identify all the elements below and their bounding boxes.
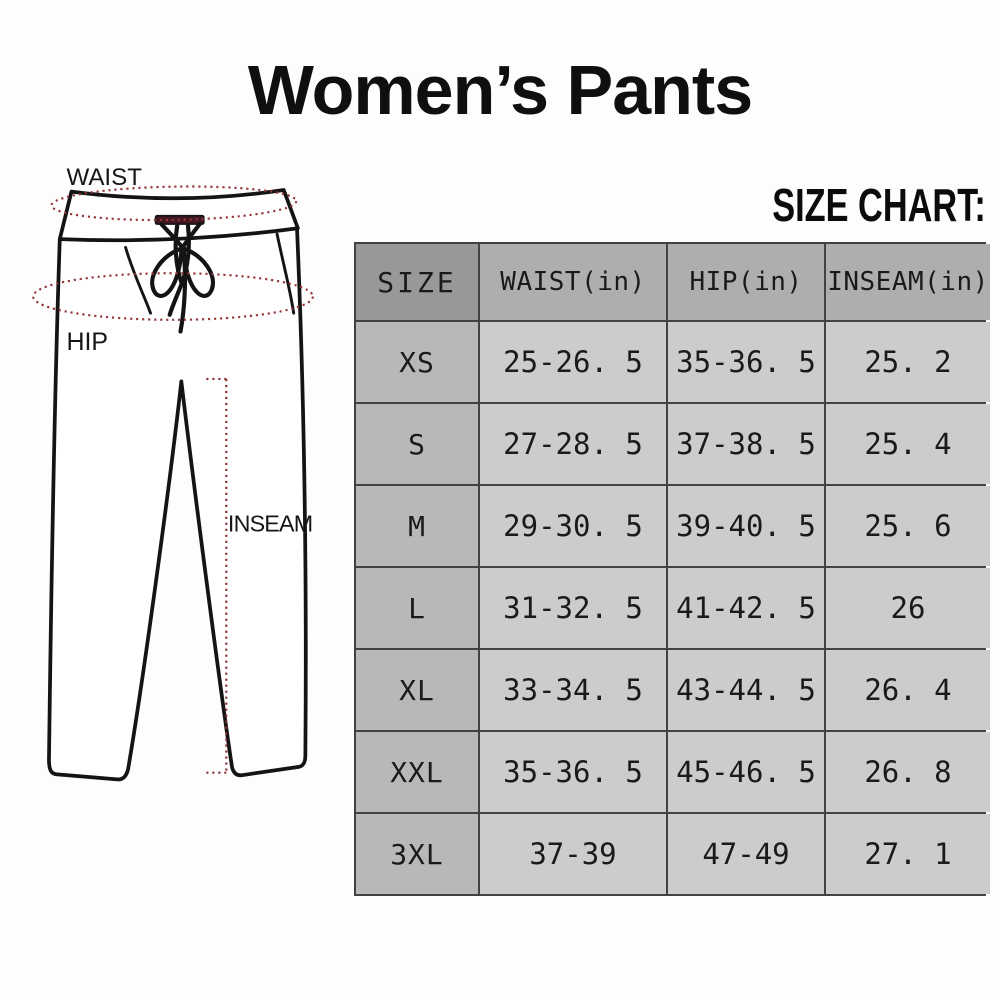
- size-cell: XL: [356, 650, 478, 730]
- value-cell: 31-32. 5: [480, 568, 666, 648]
- column-header-waist: WAIST(in): [480, 244, 666, 320]
- value-cell: 25-26. 5: [480, 322, 666, 402]
- size-cell: L: [356, 568, 478, 648]
- pants-diagram: WAIST HIP INSEAM: [32, 164, 314, 782]
- size-chart-heading: SIZE CHART:: [772, 179, 986, 232]
- value-cell: 43-44. 5: [668, 650, 824, 730]
- page-title: Women’s Pants: [247, 51, 753, 129]
- value-cell: 27. 1: [826, 814, 990, 894]
- waist-label: WAIST: [66, 164, 142, 191]
- value-cell: 35-36. 5: [480, 732, 666, 812]
- value-cell: 25. 4: [826, 404, 990, 484]
- value-cell: 45-46. 5: [668, 732, 824, 812]
- waist-measure-ellipse: [50, 185, 298, 222]
- inseam-label: INSEAM: [228, 510, 312, 536]
- size-cell: S: [356, 404, 478, 484]
- column-header-size: SIZE: [356, 244, 478, 320]
- value-cell: 25. 2: [826, 322, 990, 402]
- value-cell: 33-34. 5: [480, 650, 666, 730]
- column-header-inseam: INSEAM(in): [826, 244, 990, 320]
- value-cell: 26. 4: [826, 650, 990, 730]
- value-cell: 25. 6: [826, 486, 990, 566]
- hip-measure-ellipse: [32, 272, 314, 321]
- size-cell: M: [356, 486, 478, 566]
- size-cell: XS: [356, 322, 478, 402]
- value-cell: 37-38. 5: [668, 404, 824, 484]
- hip-label: HIP: [66, 328, 108, 356]
- pants-body-outline: [47, 227, 308, 782]
- size-chart-table: SIZE WAIST(in) HIP(in) INSEAM(in) XS 25-2…: [354, 242, 990, 896]
- value-cell: 27-28. 5: [480, 404, 666, 484]
- right-pocket-line: [275, 232, 296, 315]
- value-cell: 47-49: [668, 814, 824, 894]
- left-pocket-line: [124, 245, 152, 315]
- size-cell: XXL: [356, 732, 478, 812]
- drawstring-bow: [150, 222, 215, 334]
- value-cell: 26: [826, 568, 990, 648]
- value-cell: 29-30. 5: [480, 486, 666, 566]
- value-cell: 39-40. 5: [668, 486, 824, 566]
- size-cell: 3XL: [356, 814, 478, 894]
- value-cell: 37-39: [480, 814, 666, 894]
- value-cell: 26. 8: [826, 732, 990, 812]
- column-header-hip: HIP(in): [668, 244, 824, 320]
- value-cell: 35-36. 5: [668, 322, 824, 402]
- value-cell: 41-42. 5: [668, 568, 824, 648]
